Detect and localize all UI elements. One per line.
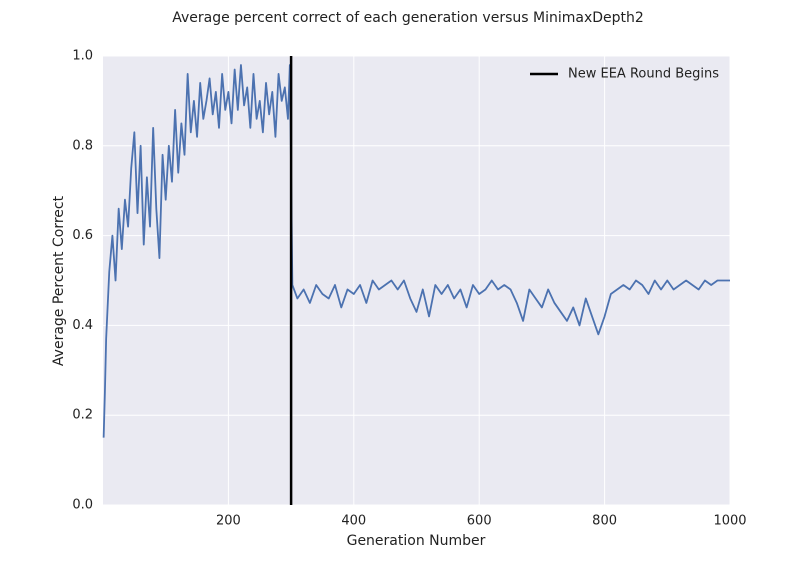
x-tick-label: 800 — [592, 514, 617, 529]
chart-title: Average percent correct of each generati… — [172, 10, 644, 26]
y-tick-label: 1.0 — [72, 49, 93, 64]
legend-label: New EEA Round Begins — [568, 67, 719, 82]
x-axis-label: Generation Number — [347, 533, 486, 549]
x-tick-label: 400 — [341, 514, 366, 529]
x-tick-label: 200 — [216, 514, 241, 529]
x-tick-label: 1000 — [713, 514, 746, 529]
y-axis-label: Average Percent Correct — [51, 195, 67, 366]
x-tick-label: 600 — [467, 514, 492, 529]
data-line — [102, 64, 730, 438]
y-tick-label: 0.0 — [72, 498, 93, 513]
plot-background — [103, 56, 730, 505]
y-tick-label: 0.4 — [72, 318, 93, 333]
y-tick-label: 0.6 — [72, 228, 93, 243]
y-tick-label: 0.8 — [72, 138, 93, 153]
y-tick-label: 0.2 — [72, 408, 93, 423]
